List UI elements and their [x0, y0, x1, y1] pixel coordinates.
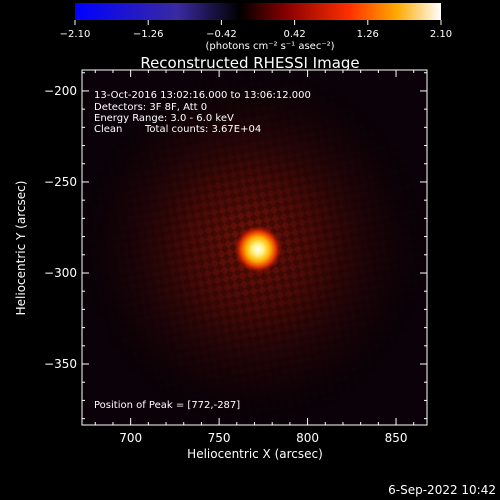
total-counts: Total counts: 3.67E+04 [144, 124, 261, 135]
flare-source [234, 225, 283, 274]
colorbar-tick-label: 1.26 [357, 29, 379, 40]
y-tick-label: −200 [44, 84, 77, 98]
y-axis: −200 −250 −300 −350 [44, 72, 427, 420]
x-axis: 700 750 800 850 [94, 70, 415, 445]
colorbar [75, 3, 441, 20]
energy-range: Energy Range: 3.0 - 6.0 keV [94, 113, 234, 124]
y-tick-label: −300 [44, 266, 77, 280]
time-range: 13-Oct-2016 13:02:16.000 to 13:06:12.000 [94, 90, 311, 101]
x-axis-label: Heliocentric X (arcsec) [187, 447, 323, 461]
solar-image [82, 70, 427, 425]
timestamp: 6-Sep-2022 10:42 [388, 483, 496, 497]
colorbar-tick-label: 2.10 [430, 29, 452, 40]
x-tick-label: 750 [208, 431, 231, 445]
colorbar-unit-label: (photons cm⁻² s⁻¹ asec⁻²) [205, 41, 334, 52]
method: Clean [94, 124, 122, 135]
colorbar-tick-label: −1.26 [133, 29, 164, 40]
x-tick-label: 850 [385, 431, 408, 445]
x-tick-label: 700 [119, 431, 142, 445]
colorbar-tick-label: −0.42 [206, 29, 237, 40]
y-tick-label: −250 [44, 175, 77, 189]
y-tick-label: −350 [44, 357, 77, 371]
plot-title: Reconstructed RHESSI Image [140, 54, 359, 72]
y-axis-label: Heliocentric Y (arcsec) [14, 181, 28, 316]
colorbar-tick-label: −2.10 [60, 29, 91, 40]
peak-position: Position of Peak = [772,-287] [94, 400, 240, 411]
colorbar-axis: −2.10 −1.26 −0.42 0.42 1.26 2.10 [60, 20, 452, 40]
colorbar-tick-label: 0.42 [283, 29, 305, 40]
observation-info: 13-Oct-2016 13:02:16.000 to 13:06:12.000… [94, 90, 311, 411]
detectors: Detectors: 3F 8F, Att 0 [94, 102, 207, 113]
x-tick-label: 800 [296, 431, 319, 445]
